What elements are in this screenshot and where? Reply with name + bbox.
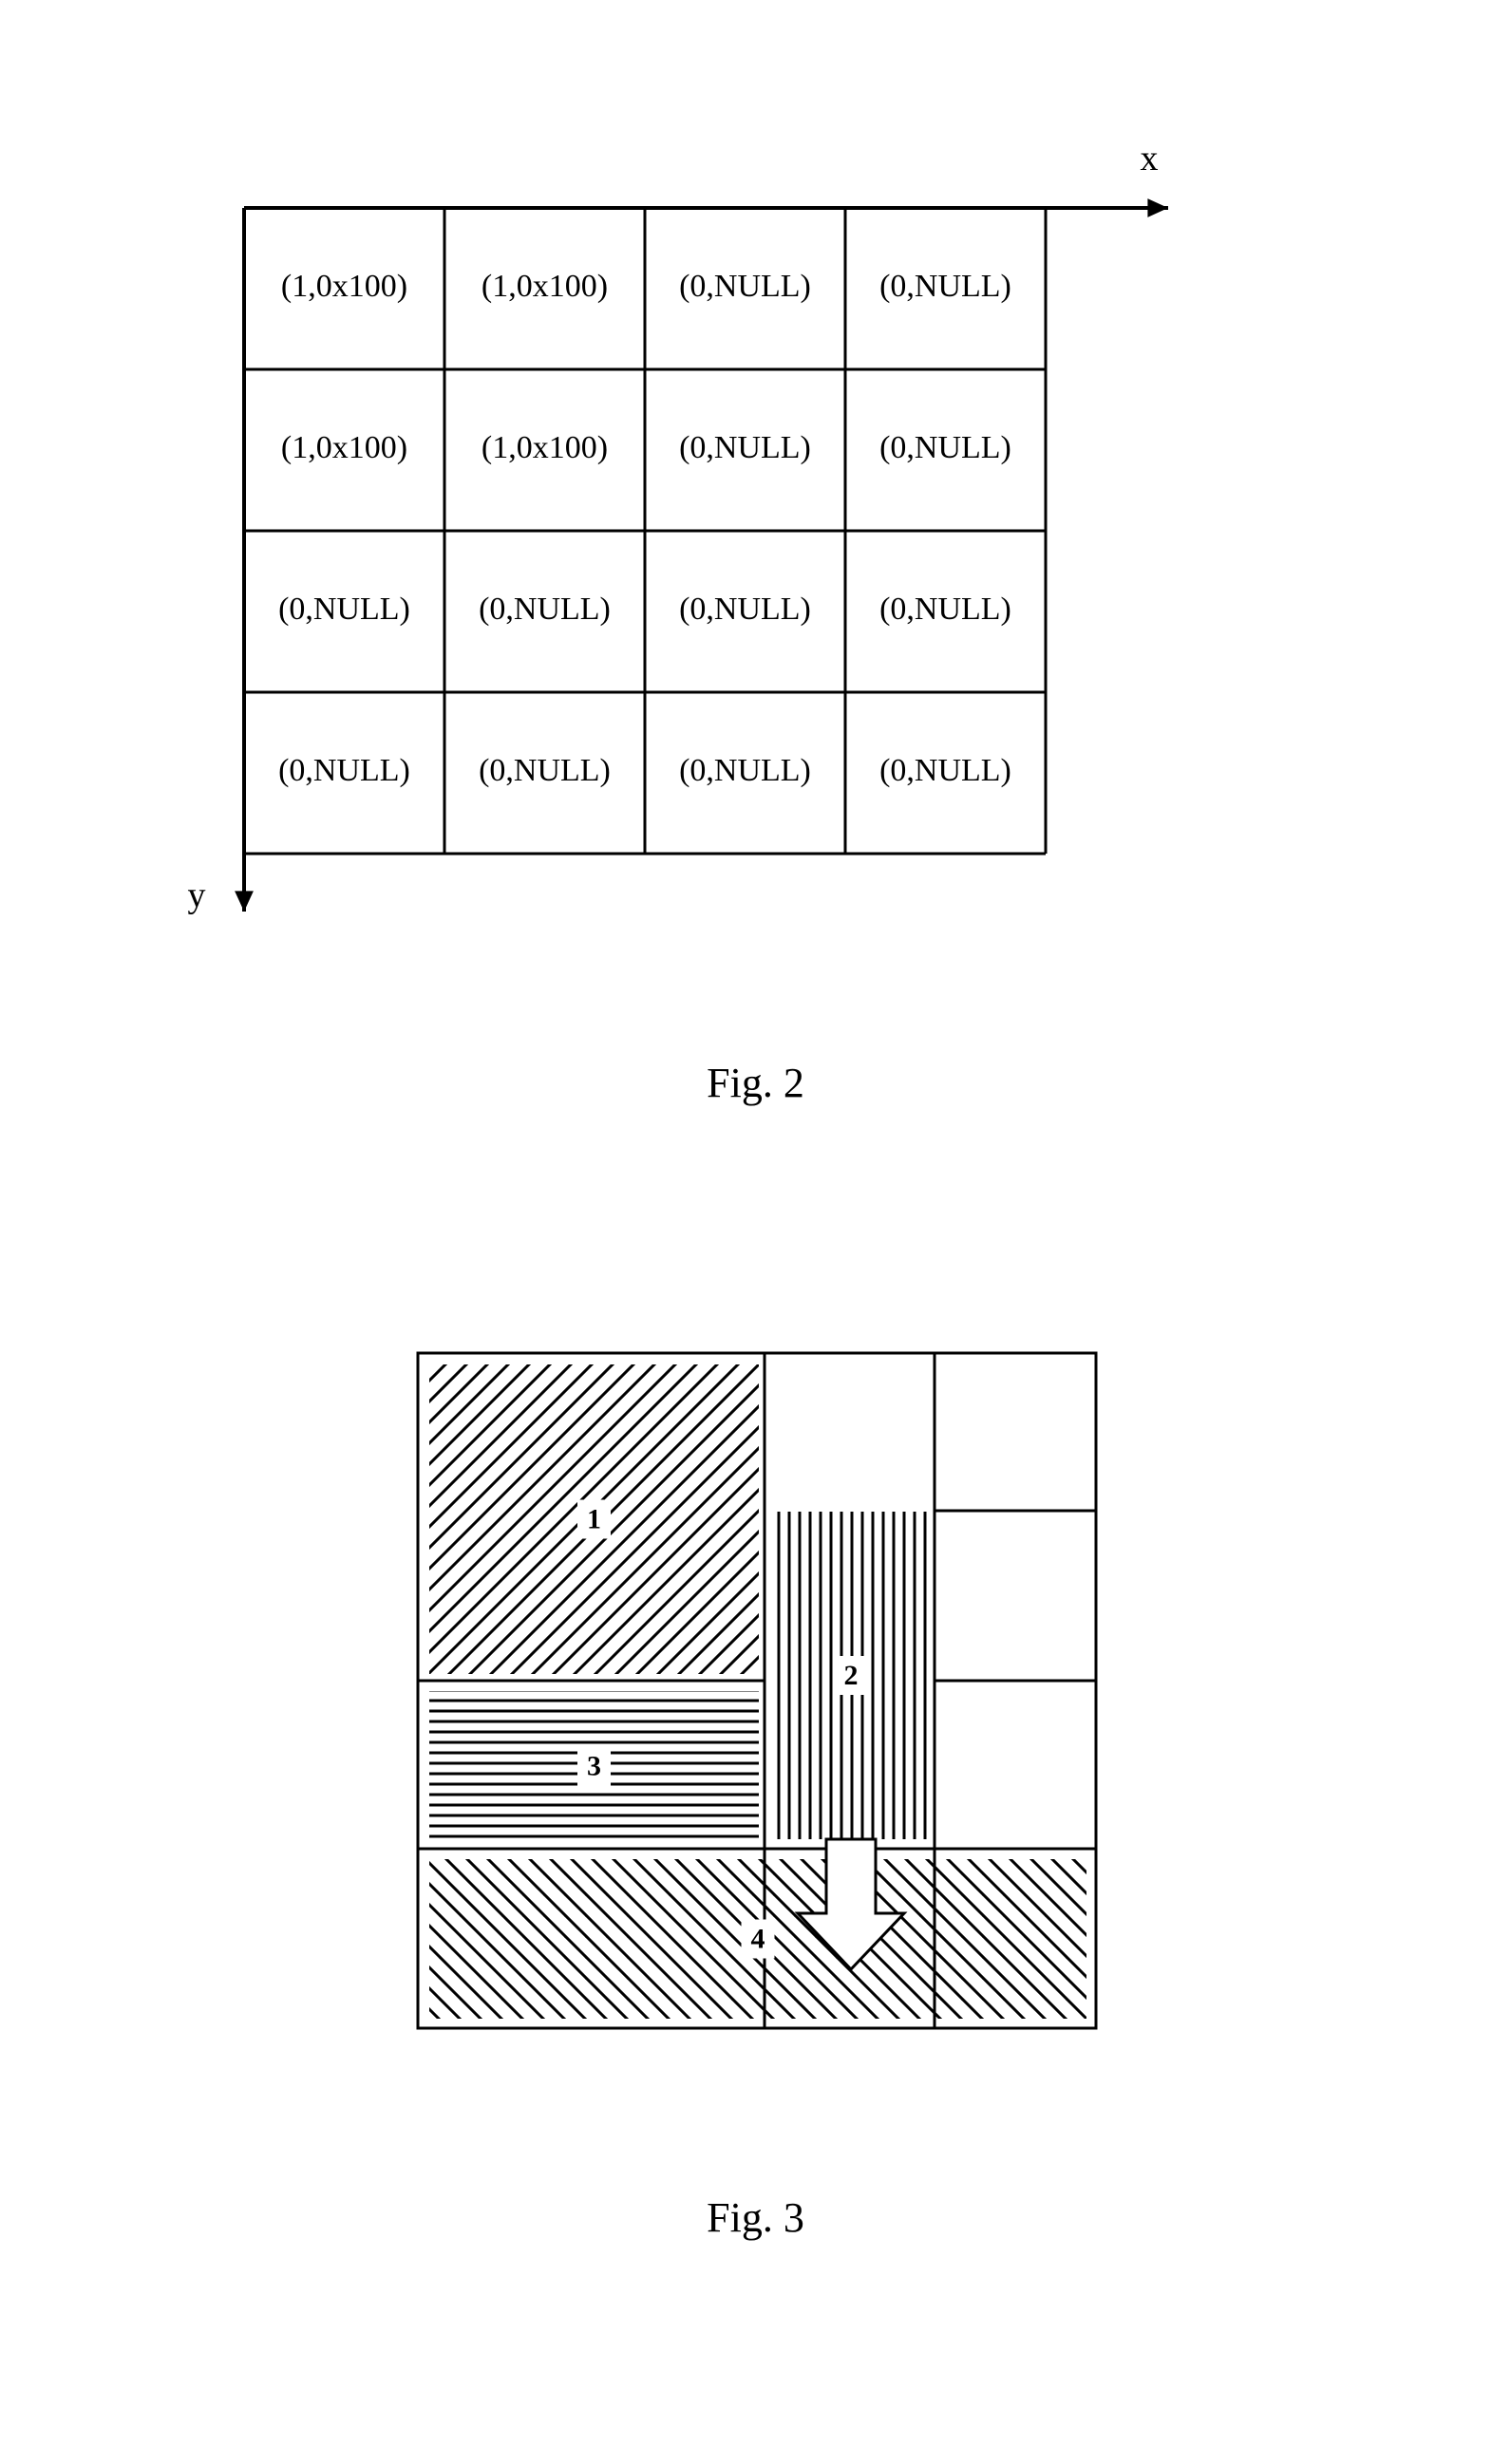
fig2-cell: (0,NULL) <box>278 753 410 788</box>
fig2-svg: (1,0x100) (1,0x100) (0,NULL) (0,NULL) (1,0x1… <box>0 0 1511 950</box>
fig2-cell: (0,NULL) <box>879 592 1011 627</box>
fig3-caption: Fig. 3 <box>0 2193 1511 2242</box>
fig2-y-axis-label: y <box>188 875 206 915</box>
fig2-cell: (1,0x100) <box>482 269 608 304</box>
fig2-cell: (0,NULL) <box>679 592 811 627</box>
fig2-cell: (1,0x100) <box>482 430 608 465</box>
fig3-region-label-1: 1 <box>587 1504 601 1535</box>
fig3-region-label-3: 3 <box>587 1751 601 1782</box>
fig2-cell: (0,NULL) <box>679 269 811 304</box>
fig2-cell: (0,NULL) <box>479 592 611 627</box>
fig2-cell: (0,NULL) <box>479 753 611 788</box>
fig3-svg: 1 2 3 4 <box>0 1329 1511 2089</box>
fig2-cell: (0,NULL) <box>278 592 410 627</box>
fig2-x-axis-label: x <box>1141 139 1159 179</box>
fig2-cell: (1,0x100) <box>281 269 407 304</box>
fig2-cell: (0,NULL) <box>879 753 1011 788</box>
fig3-region-label-4: 4 <box>751 1924 765 1955</box>
fig2-cell: (0,NULL) <box>879 430 1011 465</box>
fig2-cell: (0,NULL) <box>879 269 1011 304</box>
fig2-cell: (0,NULL) <box>679 753 811 788</box>
fig2-caption: Fig. 2 <box>0 1059 1511 1107</box>
fig2-cell: (1,0x100) <box>281 430 407 465</box>
fig3-region-label-2: 2 <box>844 1660 859 1691</box>
fig2-cell: (0,NULL) <box>679 430 811 465</box>
